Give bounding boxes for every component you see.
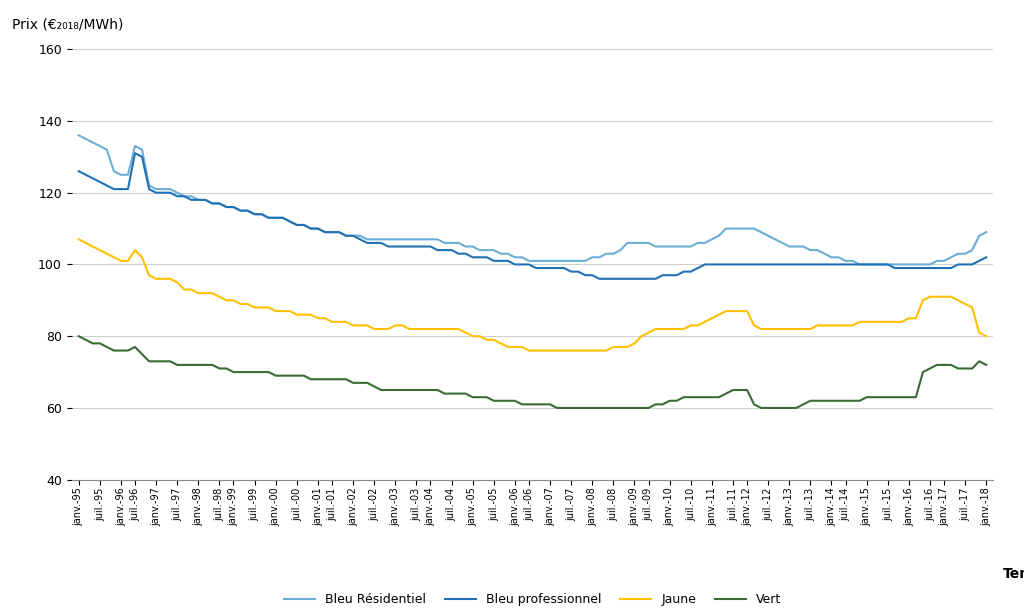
Vert bbox=[544, 401, 556, 408]
Bleu Résidentiel bbox=[671, 243, 683, 250]
Line: Bleu professionnel: Bleu professionnel bbox=[79, 153, 986, 279]
Jaune bbox=[73, 236, 85, 243]
Bleu professionnel bbox=[593, 275, 605, 282]
Vert bbox=[791, 404, 803, 411]
Bleu professionnel bbox=[980, 253, 992, 261]
Jaune bbox=[791, 325, 803, 333]
Bleu professionnel bbox=[755, 261, 767, 268]
Bleu professionnel bbox=[129, 149, 141, 157]
Bleu professionnel bbox=[467, 253, 479, 261]
Bleu Résidentiel bbox=[318, 228, 331, 236]
Bleu professionnel bbox=[73, 167, 85, 175]
Line: Bleu Résidentiel: Bleu Résidentiel bbox=[79, 135, 986, 264]
Bleu professionnel bbox=[326, 228, 338, 236]
Vert bbox=[748, 401, 760, 408]
Bleu Résidentiel bbox=[460, 243, 472, 250]
Bleu professionnel bbox=[798, 261, 810, 268]
Line: Vert: Vert bbox=[79, 336, 986, 408]
Bleu Résidentiel bbox=[980, 228, 992, 236]
Vert bbox=[73, 333, 85, 340]
Bleu professionnel bbox=[551, 264, 563, 272]
Bleu Résidentiel bbox=[544, 257, 556, 264]
Jaune bbox=[678, 325, 690, 333]
Text: Prix (€₂₀₁₈/MWh): Prix (€₂₀₁₈/MWh) bbox=[12, 18, 123, 32]
Jaune bbox=[318, 314, 331, 322]
Bleu Résidentiel bbox=[741, 225, 754, 232]
Jaune bbox=[551, 347, 563, 354]
Vert bbox=[318, 376, 331, 383]
Line: Jaune: Jaune bbox=[79, 239, 986, 351]
Bleu professionnel bbox=[685, 268, 697, 276]
Vert bbox=[460, 390, 472, 397]
Jaune bbox=[748, 322, 760, 329]
Text: Temps: Temps bbox=[1002, 568, 1024, 581]
Legend: Bleu Résidentiel, Bleu professionnel, Jaune, Vert: Bleu Résidentiel, Bleu professionnel, Ja… bbox=[279, 588, 786, 611]
Jaune bbox=[460, 329, 472, 336]
Vert bbox=[980, 361, 992, 368]
Bleu Résidentiel bbox=[853, 261, 865, 268]
Bleu Résidentiel bbox=[783, 243, 796, 250]
Bleu Résidentiel bbox=[73, 132, 85, 139]
Vert bbox=[551, 404, 563, 411]
Jaune bbox=[980, 333, 992, 340]
Jaune bbox=[523, 347, 536, 354]
Vert bbox=[678, 394, 690, 401]
